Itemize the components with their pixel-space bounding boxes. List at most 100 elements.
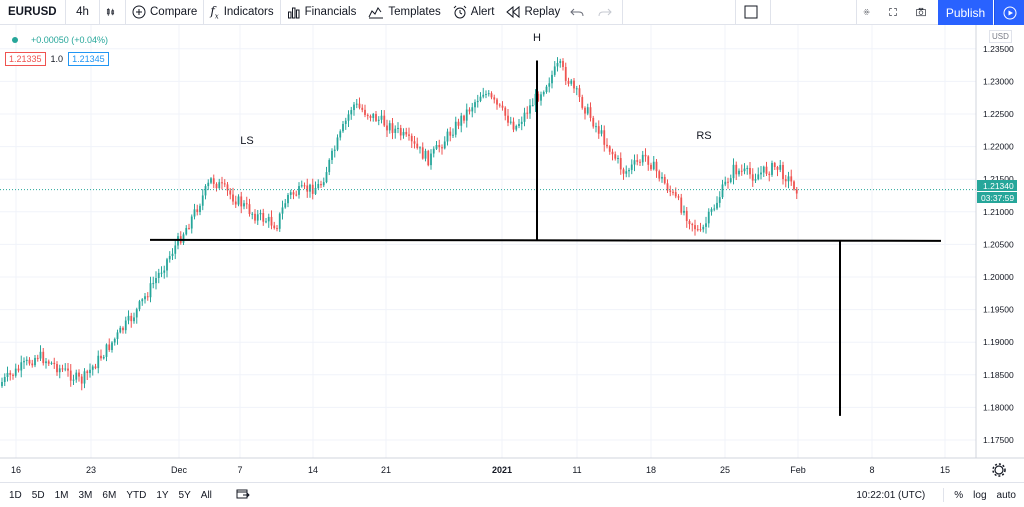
- candle-body: [754, 179, 757, 181]
- range-6m[interactable]: 6M: [102, 489, 117, 501]
- candle: [190, 214, 193, 234]
- log-toggle[interactable]: log: [973, 489, 987, 501]
- currency-label[interactable]: USD: [989, 30, 1012, 43]
- goto-date-button[interactable]: [231, 488, 255, 503]
- candle: [182, 232, 185, 245]
- price-tick-label: 1.21000: [983, 207, 1014, 217]
- candle: [710, 207, 713, 216]
- price-axis[interactable]: 1.17500 1.18000 1.18500 1.19000 1.19500 1.200…: [983, 44, 1014, 445]
- range-5y[interactable]: 5Y: [178, 489, 191, 501]
- candle: [578, 84, 581, 103]
- indicators-button[interactable]: fx Indicators: [204, 0, 281, 25]
- candle: [647, 155, 650, 171]
- symbol-search[interactable]: EURUSD: [0, 0, 66, 25]
- candle: [776, 165, 779, 177]
- candle: [97, 350, 100, 374]
- time-tick-label: Dec: [171, 465, 188, 475]
- candle: [111, 341, 113, 353]
- candle-body: [479, 96, 482, 101]
- axis-settings-button[interactable]: [992, 463, 1006, 477]
- candle-body: [537, 93, 540, 101]
- undo-button[interactable]: [566, 0, 592, 25]
- candle: [674, 187, 677, 199]
- price-tick-label: 1.22500: [983, 109, 1014, 119]
- range-1m[interactable]: 1M: [54, 489, 69, 501]
- candle: [366, 113, 369, 120]
- range-3m[interactable]: 3M: [78, 489, 93, 501]
- candle-body: [61, 368, 64, 370]
- candle: [465, 103, 468, 128]
- publish-button[interactable]: Publish: [938, 0, 993, 25]
- replay-button[interactable]: Replay: [500, 0, 566, 25]
- candle: [490, 91, 493, 100]
- compare-button[interactable]: Compare: [126, 0, 205, 25]
- range-all[interactable]: All: [200, 489, 212, 501]
- candle: [383, 110, 386, 128]
- candle-body: [182, 234, 185, 243]
- candle-body: [721, 184, 724, 198]
- candle-body: [688, 220, 691, 225]
- range-1d[interactable]: 1D: [9, 489, 22, 501]
- candle-body: [782, 164, 784, 180]
- fullscreen-button[interactable]: [883, 0, 907, 25]
- candle: [614, 151, 617, 161]
- redo-button[interactable]: [592, 0, 624, 25]
- snapshot-button[interactable]: [910, 0, 936, 25]
- candle: [3, 373, 6, 387]
- candle-body: [388, 123, 391, 131]
- candle: [575, 85, 578, 96]
- interval-button[interactable]: 4h: [66, 0, 100, 25]
- candle-body: [419, 147, 421, 149]
- neckline[interactable]: [149, 238, 942, 242]
- time-axis-bg: [0, 458, 976, 482]
- percent-toggle[interactable]: %: [954, 489, 964, 501]
- buy-price-button[interactable]: 1.21345: [68, 52, 109, 66]
- candle-body: [265, 221, 267, 223]
- candle: [413, 135, 416, 149]
- candle: [795, 187, 798, 200]
- candle: [17, 364, 20, 373]
- candle: [223, 179, 226, 188]
- candle: [287, 192, 289, 208]
- candle-body: [680, 197, 683, 213]
- layout-button[interactable]: [735, 0, 771, 25]
- candle: [454, 116, 457, 138]
- candle: [727, 177, 729, 189]
- candle: [498, 103, 501, 108]
- candle-body: [281, 207, 284, 214]
- templates-button[interactable]: Templates: [362, 0, 446, 25]
- publish-menu-button[interactable]: [994, 0, 1024, 25]
- range-5d[interactable]: 5D: [31, 489, 45, 501]
- candle-body: [523, 112, 526, 122]
- candle: [358, 97, 361, 110]
- sell-price-button[interactable]: 1.21335: [5, 52, 46, 66]
- settings-button[interactable]: [856, 0, 880, 25]
- candle: [188, 223, 190, 230]
- range-ytd[interactable]: YTD: [126, 489, 147, 501]
- publish-label: Publish: [945, 5, 986, 20]
- candle: [89, 363, 91, 378]
- candle-body: [432, 148, 435, 154]
- time-axis[interactable]: 16 23 Dec 7 14 21 2021 11 18 25 Feb 8 15: [11, 465, 950, 475]
- candle: [344, 117, 347, 130]
- candle: [399, 124, 402, 141]
- candle-body: [672, 191, 674, 193]
- candle: [292, 189, 295, 200]
- candle: [487, 90, 490, 97]
- candle: [573, 78, 575, 94]
- chart-type-button[interactable]: [100, 0, 126, 25]
- clock-time[interactable]: 10:22:01 (UTC): [856, 489, 926, 501]
- range-1y[interactable]: 1Y: [156, 489, 169, 501]
- candles-icon: [106, 8, 115, 16]
- candle: [353, 102, 355, 116]
- candle-body: [226, 184, 229, 191]
- price-chart[interactable]: LS H RS 1.17500 1.18000 1.18500 1.19000 1.1950…: [0, 25, 1024, 482]
- candle: [171, 248, 174, 261]
- candle: [83, 368, 86, 389]
- candle-body: [342, 123, 344, 132]
- auto-toggle[interactable]: auto: [996, 489, 1016, 501]
- financials-button[interactable]: Financials: [281, 0, 363, 25]
- alert-button[interactable]: Alert: [447, 0, 501, 25]
- candle-body: [276, 228, 278, 230]
- candle-body: [650, 164, 652, 170]
